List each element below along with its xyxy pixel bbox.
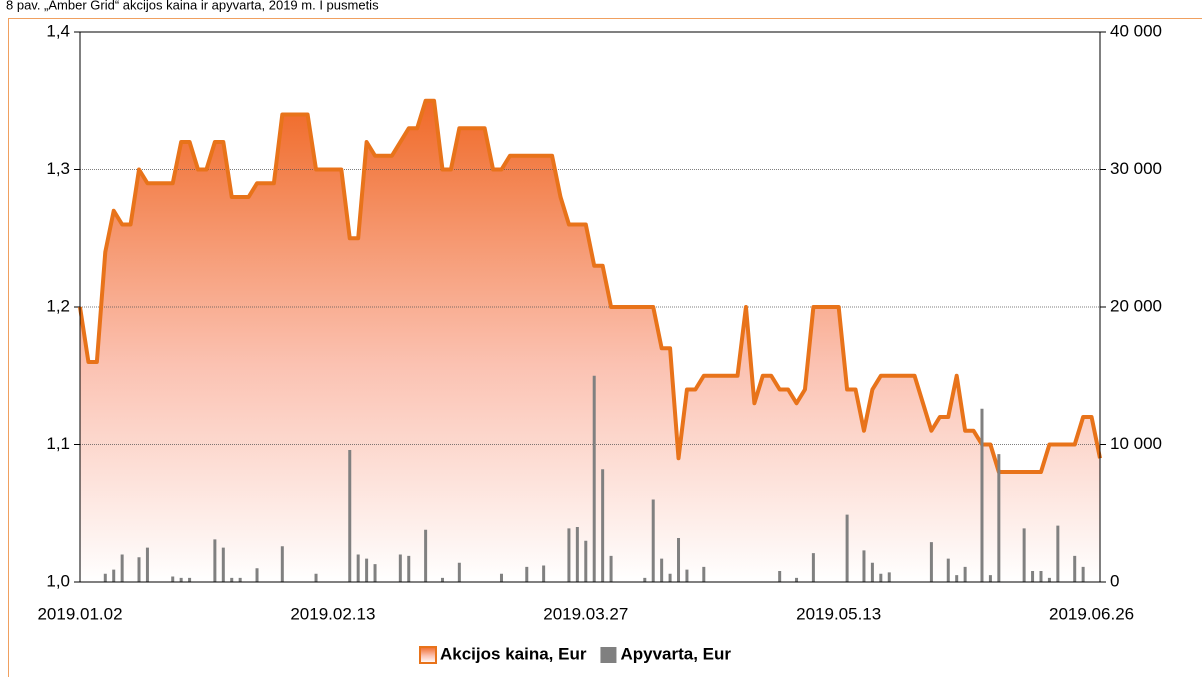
bar — [702, 566, 706, 582]
bar — [811, 553, 815, 582]
bar — [879, 573, 883, 582]
bar — [348, 450, 352, 582]
bar — [980, 408, 984, 582]
x-tick-label: 2019.01.02 — [37, 604, 122, 623]
y-tick-label: 1,0 — [46, 571, 70, 590]
y2-tick-label: 0 — [1110, 571, 1119, 590]
legend-swatch — [419, 646, 437, 664]
bar — [1073, 555, 1077, 582]
bar — [1022, 528, 1026, 582]
bar — [963, 566, 967, 582]
y-tick-label: 1,4 — [46, 21, 70, 40]
bar — [887, 572, 891, 582]
bar — [314, 573, 318, 582]
bar — [145, 547, 149, 582]
bar — [213, 539, 217, 582]
bar — [946, 558, 950, 582]
y2-tick-label: 20 000 — [1110, 296, 1162, 315]
bar — [1056, 525, 1060, 582]
bar — [238, 577, 242, 582]
bar — [112, 569, 116, 582]
bar — [988, 575, 992, 582]
bar — [601, 469, 605, 582]
legend-label: Akcijos kaina, Eur — [440, 644, 587, 663]
plot-border — [79, 31, 1101, 583]
bar — [643, 577, 647, 582]
bar — [525, 566, 529, 582]
x-tick-label: 2019.06.26 — [1049, 604, 1134, 623]
bar — [542, 565, 546, 582]
bar — [499, 573, 503, 582]
bar — [584, 540, 588, 582]
bar — [398, 554, 402, 582]
bar — [230, 577, 234, 582]
bar — [609, 555, 613, 582]
bar — [137, 557, 141, 582]
y2-tick-label: 10 000 — [1110, 434, 1162, 453]
bar — [1047, 577, 1051, 582]
bar — [1081, 566, 1085, 582]
bar — [929, 542, 933, 582]
bar — [677, 538, 681, 582]
bar — [575, 527, 579, 582]
bar — [365, 558, 369, 582]
bar — [845, 514, 849, 582]
bar — [592, 375, 596, 582]
bar — [870, 562, 874, 582]
y-tick-label: 1,3 — [46, 159, 70, 178]
bar — [778, 571, 782, 582]
x-tick-label: 2019.03.27 — [543, 604, 628, 623]
bar — [668, 573, 672, 582]
x-tick-label: 2019.02.13 — [290, 604, 375, 623]
bar — [1039, 571, 1043, 582]
bar — [255, 568, 259, 582]
bar — [171, 576, 175, 582]
area — [80, 100, 1100, 582]
bar — [103, 573, 107, 582]
bar — [356, 554, 360, 582]
chart-title: 8 pav. „Amber Grid“ akcijos kaina ir apy… — [6, 0, 379, 12]
bar — [660, 558, 664, 582]
y2-tick-label: 40 000 — [1110, 21, 1162, 40]
bar — [440, 577, 444, 582]
y-tick-label: 1,1 — [46, 434, 70, 453]
bar — [280, 546, 284, 582]
legend-label: Apyvarta, Eur — [620, 644, 731, 663]
bar — [407, 555, 411, 582]
bar — [120, 554, 124, 582]
bar — [424, 529, 428, 582]
bar — [685, 569, 689, 582]
bar — [188, 577, 192, 582]
bar — [1031, 571, 1035, 582]
bar — [795, 577, 799, 582]
bar — [997, 454, 1001, 582]
bar — [862, 550, 866, 582]
bar — [221, 547, 225, 582]
legend-swatch — [600, 647, 617, 663]
bar — [179, 577, 183, 582]
bar — [567, 528, 571, 582]
bar — [651, 499, 655, 582]
bar — [955, 575, 959, 582]
y2-tick-label: 30 000 — [1110, 159, 1162, 178]
line — [78, 98, 1102, 474]
x-tick-label: 2019.05.13 — [796, 604, 881, 623]
bar — [373, 564, 377, 582]
bar — [457, 562, 461, 582]
y-tick-label: 1,2 — [46, 296, 70, 315]
